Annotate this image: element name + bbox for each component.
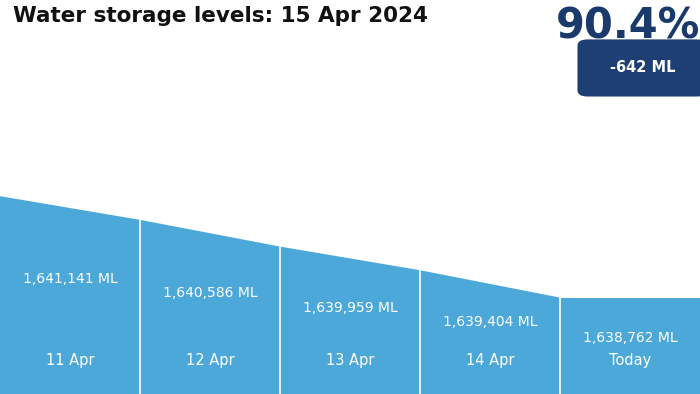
Text: Water storage levels: 15 Apr 2024: Water storage levels: 15 Apr 2024: [13, 6, 428, 26]
Polygon shape: [560, 297, 700, 394]
Text: -642 ML: -642 ML: [610, 60, 675, 76]
Text: 13 Apr: 13 Apr: [326, 353, 374, 368]
Text: 12 Apr: 12 Apr: [186, 353, 234, 368]
Text: 11 Apr: 11 Apr: [46, 353, 94, 368]
Polygon shape: [420, 270, 560, 394]
Text: 14 Apr: 14 Apr: [466, 353, 514, 368]
Polygon shape: [280, 247, 420, 394]
Text: Today: Today: [609, 353, 651, 368]
Polygon shape: [140, 220, 280, 394]
Polygon shape: [0, 196, 140, 394]
Text: 1,641,141 ML: 1,641,141 ML: [22, 272, 118, 286]
Text: 90.4%: 90.4%: [556, 6, 700, 48]
Text: 1,639,404 ML: 1,639,404 ML: [443, 315, 538, 329]
Text: 1,640,586 ML: 1,640,586 ML: [162, 286, 258, 300]
Text: 1,639,959 ML: 1,639,959 ML: [302, 301, 398, 316]
Text: 1,638,762 ML: 1,638,762 ML: [582, 331, 678, 345]
FancyBboxPatch shape: [578, 39, 700, 97]
